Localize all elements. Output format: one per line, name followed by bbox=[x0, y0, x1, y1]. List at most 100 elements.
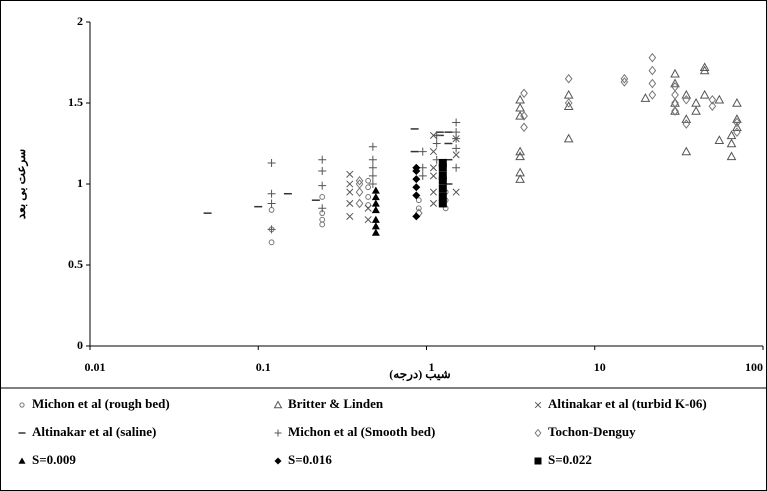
marker bbox=[346, 199, 354, 207]
marker bbox=[438, 163, 447, 172]
marker bbox=[648, 78, 657, 89]
marker bbox=[681, 146, 692, 156]
legend-label: S=0.022 bbox=[548, 452, 592, 467]
marker bbox=[429, 188, 438, 196]
marker bbox=[699, 89, 710, 99]
marker bbox=[515, 102, 525, 112]
marker bbox=[371, 192, 380, 201]
marker bbox=[355, 175, 364, 186]
marker bbox=[355, 198, 364, 209]
y-tick-label: 1 bbox=[77, 176, 83, 190]
x-tick-label: 100 bbox=[745, 360, 763, 374]
legend-marker bbox=[274, 429, 282, 437]
marker bbox=[671, 106, 679, 116]
marker bbox=[267, 225, 276, 234]
marker bbox=[640, 93, 651, 102]
marker bbox=[371, 205, 380, 214]
marker bbox=[365, 202, 372, 208]
legend-marker bbox=[18, 457, 26, 464]
x-axis-title: شیب (درجه) bbox=[389, 367, 450, 382]
marker bbox=[429, 164, 438, 172]
marker bbox=[418, 171, 427, 180]
legend-marker bbox=[273, 400, 283, 409]
marker bbox=[648, 90, 657, 100]
legend-marker bbox=[534, 428, 542, 438]
x-tick-label: 0.01 bbox=[85, 360, 106, 374]
marker bbox=[368, 163, 377, 172]
legend-label: Michon et al (rough bed) bbox=[32, 396, 170, 411]
marker bbox=[515, 94, 525, 104]
marker bbox=[371, 215, 380, 223]
marker bbox=[319, 194, 326, 200]
marker bbox=[452, 163, 461, 172]
marker bbox=[365, 184, 372, 191]
marker bbox=[432, 131, 441, 140]
marker bbox=[415, 205, 422, 212]
marker bbox=[267, 199, 276, 208]
marker bbox=[318, 167, 327, 176]
marker bbox=[368, 171, 377, 180]
marker bbox=[515, 174, 525, 183]
legend-label: Altinakar et al (turbid K-06) bbox=[548, 396, 707, 411]
y-tick-label: 0.5 bbox=[68, 257, 83, 271]
marker bbox=[429, 199, 438, 207]
marker bbox=[682, 94, 691, 105]
marker bbox=[318, 204, 327, 213]
marker bbox=[432, 139, 441, 148]
marker bbox=[515, 151, 525, 161]
legend-label: S=0.016 bbox=[288, 452, 332, 467]
marker bbox=[268, 239, 275, 246]
marker bbox=[681, 114, 692, 123]
marker bbox=[267, 158, 276, 167]
marker bbox=[364, 216, 372, 224]
marker bbox=[346, 170, 354, 178]
marker bbox=[708, 101, 717, 112]
marker bbox=[515, 110, 525, 120]
marker bbox=[732, 97, 742, 107]
marker bbox=[708, 94, 717, 105]
marker bbox=[564, 73, 573, 84]
marker bbox=[355, 187, 364, 197]
marker bbox=[346, 212, 354, 220]
marker bbox=[515, 167, 525, 177]
marker bbox=[452, 134, 461, 143]
marker bbox=[452, 144, 461, 153]
marker bbox=[670, 78, 680, 88]
marker bbox=[515, 146, 525, 156]
legend-marker bbox=[534, 457, 542, 465]
marker bbox=[438, 176, 447, 185]
marker bbox=[412, 175, 421, 184]
marker bbox=[438, 158, 447, 167]
marker bbox=[620, 77, 629, 87]
marker bbox=[620, 73, 629, 84]
marker bbox=[268, 207, 275, 213]
marker bbox=[438, 171, 447, 180]
marker bbox=[563, 133, 574, 143]
marker bbox=[438, 199, 447, 208]
marker bbox=[520, 122, 528, 133]
marker bbox=[563, 89, 574, 99]
marker bbox=[520, 111, 528, 121]
marker bbox=[429, 172, 438, 180]
marker bbox=[412, 191, 421, 200]
marker bbox=[714, 135, 725, 144]
y-tick-label: 2 bbox=[77, 14, 83, 28]
marker bbox=[670, 68, 680, 78]
marker bbox=[318, 155, 327, 164]
marker bbox=[681, 89, 692, 99]
legend-marker bbox=[19, 402, 25, 408]
marker bbox=[699, 62, 710, 72]
marker bbox=[732, 122, 742, 131]
marker bbox=[365, 194, 372, 200]
marker bbox=[438, 192, 447, 201]
y-tick-label: 0 bbox=[77, 338, 83, 352]
marker bbox=[365, 177, 372, 184]
marker bbox=[318, 181, 327, 190]
marker bbox=[319, 216, 326, 223]
marker bbox=[371, 222, 380, 230]
marker bbox=[412, 212, 421, 221]
marker bbox=[412, 163, 421, 172]
y-axis-title: سرعت بی بعد bbox=[14, 149, 29, 219]
